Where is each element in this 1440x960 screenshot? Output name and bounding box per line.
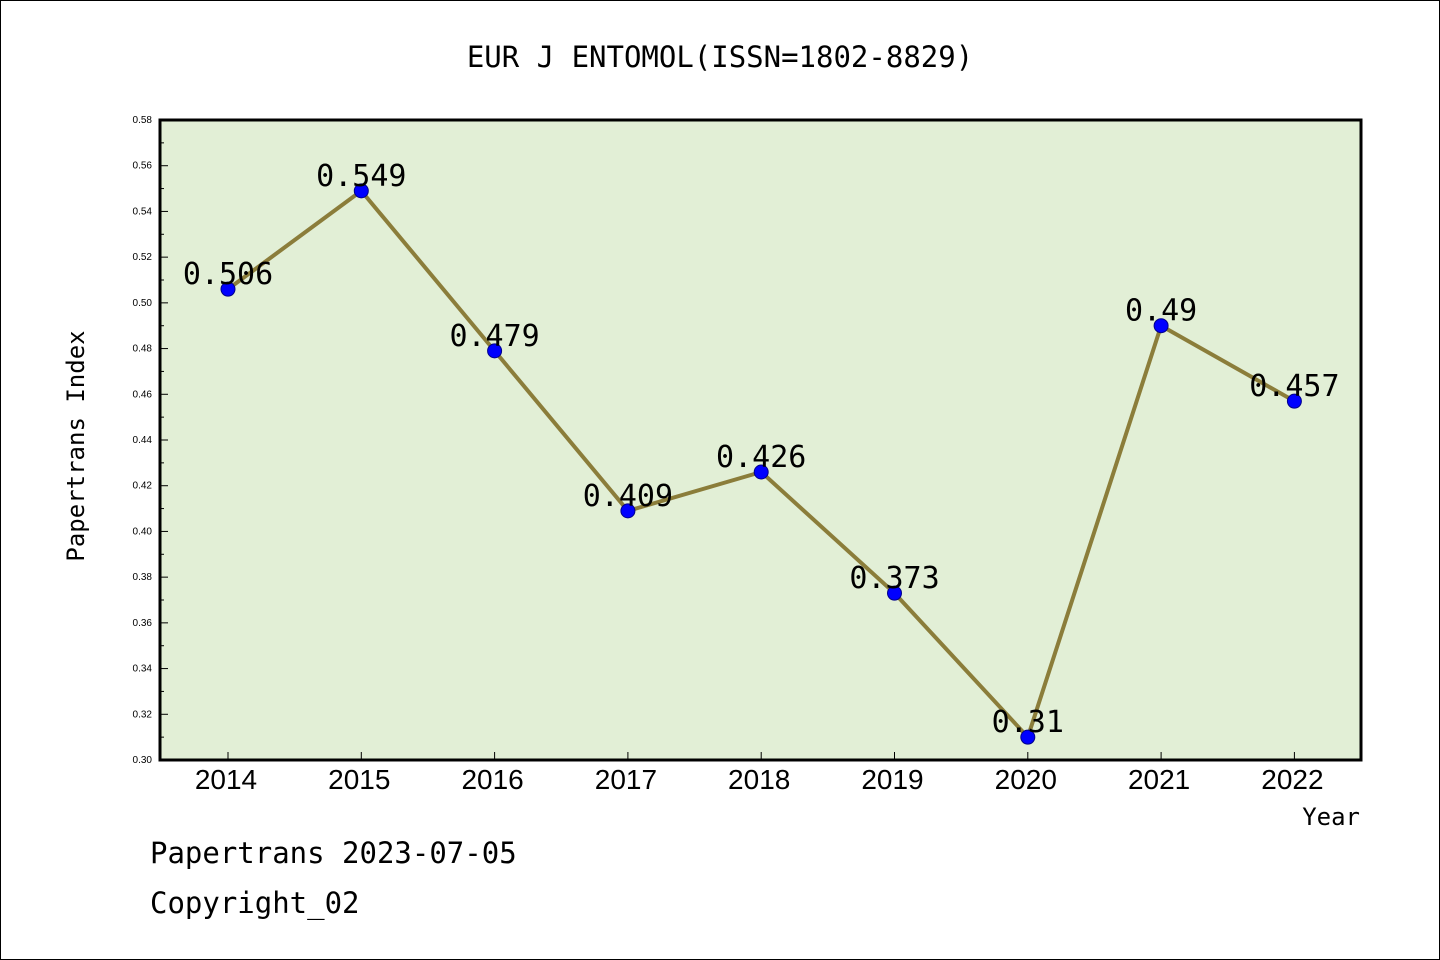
x-axis: 2014 2015 2016 2017 2018 2019 2020 2021 2022 bbox=[195, 752, 1324, 795]
y-axis-label: Papertrans Index bbox=[62, 330, 90, 561]
x-axis-label: Year bbox=[1302, 803, 1360, 831]
y-tick-label: 0.36 bbox=[133, 618, 153, 629]
data-point bbox=[1153, 318, 1169, 334]
x-tick-label: 2015 bbox=[328, 764, 390, 795]
data-point bbox=[753, 464, 769, 480]
y-tick-label: 0.34 bbox=[133, 664, 153, 675]
y-axis: 0.30 0.32 0.34 0.36 0.38 0.40 0.42 0.44 0.46 0.48… bbox=[133, 115, 168, 766]
data-point bbox=[220, 281, 236, 297]
data-label: 0.31 bbox=[992, 705, 1064, 740]
data-label: 0.409 bbox=[583, 479, 673, 514]
y-tick-label: 0.50 bbox=[133, 298, 153, 309]
data-label: 0.373 bbox=[849, 561, 939, 596]
y-tick-label: 0.42 bbox=[133, 481, 153, 492]
y-tick-label: 0.54 bbox=[133, 206, 153, 217]
data-point bbox=[1286, 393, 1302, 409]
y-tick-label: 0.48 bbox=[133, 344, 153, 355]
x-tick-label: 2016 bbox=[461, 764, 523, 795]
data-point bbox=[353, 183, 369, 199]
plot-area bbox=[158, 118, 1363, 762]
data-label: 0.479 bbox=[449, 319, 539, 354]
data-label: 0.457 bbox=[1249, 369, 1339, 404]
y-tick-label: 0.44 bbox=[133, 435, 153, 446]
y-tick-label: 0.32 bbox=[133, 709, 153, 720]
data-label: 0.506 bbox=[183, 257, 273, 292]
footer-copyright: Copyright_02 bbox=[150, 886, 360, 920]
data-label: 0.549 bbox=[316, 159, 406, 194]
data-point bbox=[487, 343, 503, 359]
y-tick-label: 0.40 bbox=[133, 526, 153, 537]
y-tick-label: 0.52 bbox=[133, 252, 153, 263]
y-tick-label: 0.46 bbox=[133, 389, 153, 400]
footer-date: Papertrans 2023-07-05 bbox=[150, 836, 517, 870]
y-tick-label: 0.58 bbox=[133, 115, 153, 126]
y-tick-label: 0.30 bbox=[133, 755, 153, 766]
data-labels: 0.506 0.549 0.479 0.409 0.426 0.373 0.31 0.49 0.… bbox=[183, 159, 1340, 740]
x-tick-label: 2020 bbox=[995, 764, 1057, 795]
data-label: 0.49 bbox=[1125, 294, 1197, 329]
y-tick-label: 0.38 bbox=[133, 572, 153, 583]
data-point bbox=[887, 585, 902, 601]
x-tick-label: 2022 bbox=[1261, 764, 1323, 795]
y-tick-label: 0.56 bbox=[133, 161, 153, 172]
x-tick-label: 2017 bbox=[595, 764, 657, 795]
series-line bbox=[220, 183, 1302, 745]
x-tick-label: 2018 bbox=[728, 764, 790, 795]
x-tick-label: 2014 bbox=[195, 764, 257, 795]
data-point bbox=[620, 503, 636, 519]
x-tick-label: 2019 bbox=[861, 764, 923, 795]
x-tick-label: 2021 bbox=[1128, 764, 1190, 795]
data-label: 0.426 bbox=[716, 440, 806, 475]
chart-title: EUR J ENTOMOL(ISSN=1802-8829) bbox=[467, 40, 973, 74]
data-point bbox=[1020, 729, 1036, 745]
